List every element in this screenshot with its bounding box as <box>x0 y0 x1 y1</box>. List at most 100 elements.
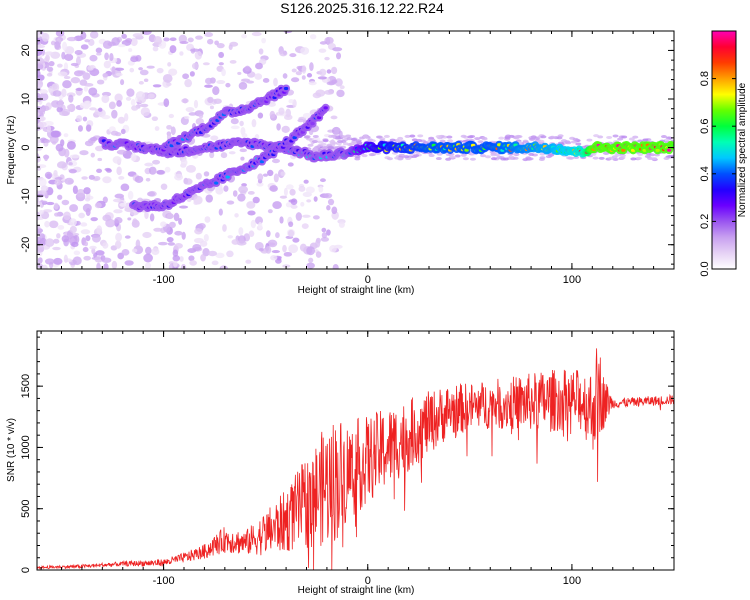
spectrogram-noise-cell <box>502 157 509 161</box>
spectrogram-noise-cell <box>116 166 122 176</box>
spectrogram-noise-cell <box>246 80 255 84</box>
spectrogram-noise-cell <box>116 149 127 155</box>
spectrogram-noise-cell <box>273 77 278 87</box>
spectrogram-noise-cell <box>38 177 47 187</box>
spectrogram-noise-cell <box>185 107 195 113</box>
y-tick-label: 0 <box>20 145 32 151</box>
spectrogram-noise-cell <box>241 34 247 39</box>
spectrogram-noise-cell <box>44 220 50 228</box>
spectrogram-noise-cell <box>38 209 44 215</box>
spectrogram-noise-cell <box>460 153 467 157</box>
spectrogram-noise-cell <box>168 113 175 119</box>
spectrogram-noise-cell <box>127 190 134 200</box>
spectrogram-noise-cell <box>44 139 51 144</box>
spectrogram-noise-cell <box>529 137 536 141</box>
spectrogram-noise-cell <box>85 235 91 242</box>
spectrogram-noise-cell <box>319 41 328 45</box>
spectrogram-noise-cell <box>145 177 151 182</box>
spectrogram-noise-cell <box>230 118 239 125</box>
spectrogram-noise-cell <box>37 164 47 169</box>
spectrogram-noise-cell <box>66 36 77 42</box>
spectrogram-noise-cell <box>78 212 85 219</box>
spectrogram-noise-cell <box>628 137 635 141</box>
spectrogram-noise-cell <box>204 77 213 85</box>
spectrogram-noise-cell <box>221 68 226 77</box>
spectrogram-noise-cell <box>261 37 267 44</box>
spectrogram-noise-cell <box>179 256 184 262</box>
spectrogram-noise-cell <box>256 182 264 187</box>
spectrogram-noise-cell <box>238 81 248 90</box>
spectrogram-noise-cell <box>114 217 123 224</box>
spectrogram-noise-cell <box>285 202 293 208</box>
spectrogram-noise-cell <box>48 85 54 94</box>
spectrogram-noise-cell <box>262 78 270 83</box>
spectrogram-noise-cell <box>184 79 193 88</box>
spectrogram-noise-cell <box>173 212 180 222</box>
spectrogram-noise-cell <box>223 185 229 192</box>
spectrogram-noise-cell <box>254 73 263 80</box>
spectrogram-noise-cell <box>222 224 227 232</box>
spectrogram-noise-cell <box>63 133 69 138</box>
spectrogram-noise-cell <box>64 177 74 185</box>
spectrogram-noise-cell <box>423 141 430 145</box>
spectrogram-noise-cell <box>56 233 61 239</box>
spectrogram-noise-cell <box>199 240 208 247</box>
spectrogram-noise-cell <box>203 234 209 242</box>
spectrogram-noise-cell <box>72 256 82 266</box>
spectrogram-noise-cell <box>117 44 126 48</box>
spectrogram-noise-cell <box>82 247 89 253</box>
spectrogram-noise-cell <box>178 217 183 225</box>
spectrogram-noise-cell <box>637 152 644 156</box>
spectrogram-noise-cell <box>163 98 170 108</box>
spectrogram-noise-cell <box>81 176 88 180</box>
spectrogram-noise-cell <box>270 255 278 261</box>
spectrogram-noise-cell <box>300 46 310 55</box>
spectrogram-noise-cell <box>51 100 61 108</box>
spectrogram-noise-cell <box>54 212 60 217</box>
spectrogram-noise-cell <box>112 156 122 164</box>
spectrogram-noise-cell <box>295 71 302 76</box>
spectrogram-noise-cell <box>331 206 338 215</box>
spectrogram-noise-cell <box>320 142 327 146</box>
spectrogram-noise-cell <box>69 225 77 234</box>
spectrogram-noise-cell <box>248 230 255 238</box>
spectrogram-noise-cell <box>368 153 375 157</box>
spectrogram-noise-cell <box>484 155 491 159</box>
spectrogram-noise-cell <box>37 48 43 56</box>
spectrogram-noise-cell <box>220 152 228 159</box>
spectrogram-noise-cell <box>71 241 79 247</box>
spectrogram-noise-cell <box>37 31 42 38</box>
spectrogram-noise-cell <box>83 86 89 92</box>
spectrogram-noise-cell <box>126 88 135 97</box>
spectrogram-noise-cell <box>138 80 144 85</box>
spectrogram-noise-cell <box>230 125 240 130</box>
spectrogram-noise-cell <box>153 227 163 232</box>
spectrogram-noise-cell <box>247 190 255 195</box>
spectrogram-noise-cell <box>109 53 114 61</box>
spectrogram-noise-cell <box>88 87 98 96</box>
spectrogram-noise-cell <box>102 40 113 49</box>
spectrogram-noise-cell <box>330 115 338 120</box>
spectrogram-noise-cell <box>56 161 67 169</box>
spectrogram-noise-cell <box>404 134 411 138</box>
spectrogram-noise-cell <box>96 168 103 173</box>
spectrogram-noise-cell <box>228 44 233 50</box>
spectrogram-noise-cell <box>308 257 314 263</box>
spectrogram-noise-cell <box>189 260 197 266</box>
spectrogram-noise-cell <box>56 63 63 68</box>
spectrogram-noise-cell <box>111 109 118 119</box>
spectrogram-noise-cell <box>129 67 135 73</box>
spectrogram-noise-cell <box>411 155 418 159</box>
spectrogram-noise-cell <box>245 259 252 264</box>
spectrogram-noise-cell <box>82 203 92 213</box>
spectrogram-noise-cell <box>342 142 349 146</box>
spectrogram-noise-cell <box>338 221 345 228</box>
spectrogram-noise-cell <box>229 59 237 64</box>
spectrogram-noise-cell <box>204 32 214 38</box>
spectrogram-noise-cell <box>110 130 119 136</box>
spectrogram-noise-cell <box>130 37 138 47</box>
spectrogram-noise-cell <box>127 217 132 221</box>
spectrogram-noise-cell <box>290 198 298 206</box>
spectrogram-noise-cell <box>556 136 563 140</box>
spectrogram-noise-cell <box>41 264 48 269</box>
